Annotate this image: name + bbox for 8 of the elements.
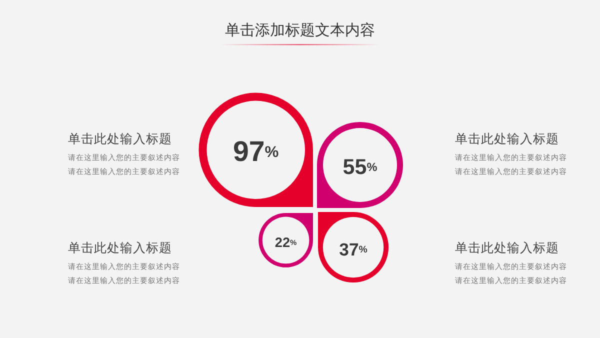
category-label: 单击此处输入标题 — [455, 131, 559, 146]
data-label: 97% — [233, 136, 279, 168]
category-label: 单击此处输入标题 — [455, 240, 559, 255]
data-label: 37% — [339, 239, 368, 260]
text: 单击添加标题文本内容 — [225, 21, 375, 39]
category-label: 单击此处输入标题 — [68, 240, 172, 255]
category-label: 单击此处输入标题 — [68, 131, 172, 146]
data-label: 55% — [342, 154, 378, 179]
